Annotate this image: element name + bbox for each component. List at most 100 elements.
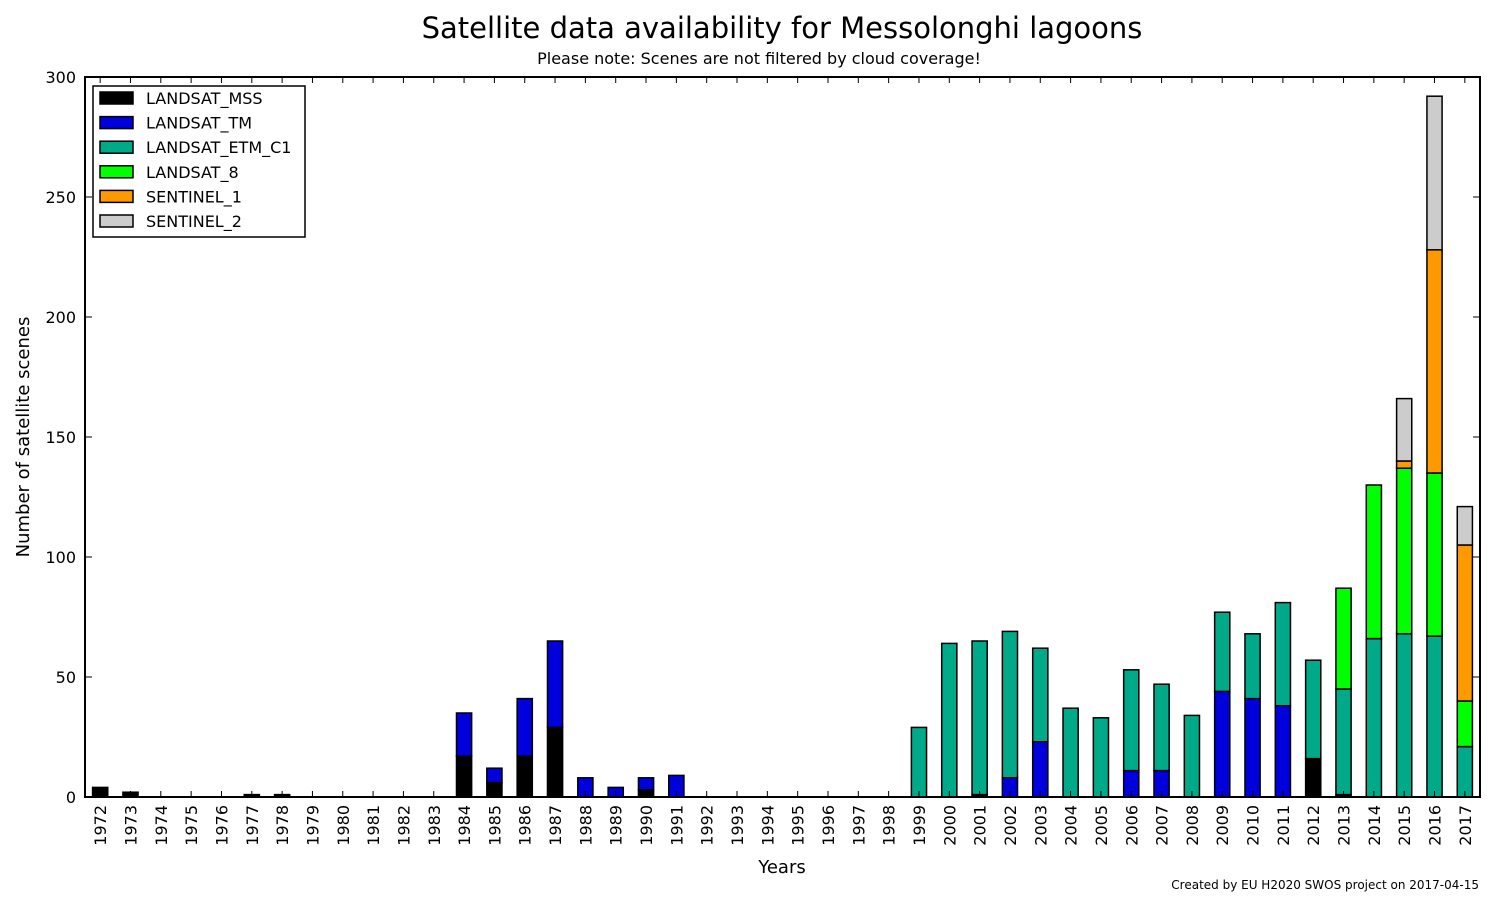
bar-landsat_etm_c1-2013	[1335, 688, 1352, 796]
bar-landsat_etm_c1-2007	[1153, 683, 1170, 772]
x-tick-label-1983: 1983	[425, 805, 444, 846]
bar-sentinel_1-2015	[1395, 460, 1413, 469]
chart-title: Satellite data availability for Messolon…	[422, 11, 1143, 45]
bar-landsat_etm_c1-2016	[1426, 635, 1443, 798]
x-tick-label-1978: 1978	[273, 805, 292, 846]
bar-landsat_tm-2011	[1274, 705, 1292, 798]
bar-sentinel_2-2016	[1426, 95, 1443, 251]
x-tick-label-2012: 2012	[1304, 805, 1323, 846]
x-tick-label-2013: 2013	[1335, 805, 1354, 846]
bar-landsat_8-2013	[1335, 587, 1352, 690]
bar-landsat_etm_c1-2015	[1395, 633, 1413, 798]
legend: LANDSAT_MSS LANDSAT_TM LANDSAT_ETM_C1 LANDS…	[92, 85, 306, 238]
x-tick-label-1997: 1997	[849, 805, 868, 846]
x-tick-label-2016: 2016	[1426, 805, 1445, 846]
legend-swatch-sentinel_2	[99, 214, 134, 228]
bar-landsat_tm-1985	[486, 767, 503, 784]
bar-landsat_etm_c1-2009	[1213, 611, 1231, 693]
y-tick-label: 0	[66, 788, 76, 807]
bar-landsat_mss-1986	[516, 755, 534, 798]
legend-label-landsat_mss: LANDSAT_MSS	[146, 89, 263, 109]
bar-landsat_etm_c1-1999	[910, 726, 928, 798]
x-tick-label-2005: 2005	[1092, 805, 1111, 846]
bar-landsat_etm_c1-2002	[1001, 630, 1019, 779]
x-tick-label-2008: 2008	[1183, 805, 1202, 846]
bar-landsat_etm_c1-2005	[1092, 717, 1110, 798]
x-tick-label-2017: 2017	[1456, 805, 1475, 846]
x-tick-label-1982: 1982	[394, 805, 413, 846]
x-tick-label-1979: 1979	[303, 805, 322, 846]
y-axis-ticks: 0 50 100 150 200 250 300	[45, 68, 1480, 807]
x-tick-label-2007: 2007	[1153, 805, 1172, 846]
x-tick-label-1996: 1996	[819, 805, 838, 846]
bar-sentinel_1-2017	[1456, 544, 1474, 702]
x-tick-label-1993: 1993	[728, 805, 747, 846]
x-tick-label-1995: 1995	[789, 805, 808, 846]
x-axis-label: Years	[757, 857, 806, 878]
x-tick-label-1999: 1999	[910, 805, 929, 846]
bar-landsat_8-2017	[1456, 700, 1474, 748]
x-tick-label-1987: 1987	[546, 805, 565, 846]
bar-sentinel_1-2016	[1426, 249, 1443, 474]
bar-landsat_tm-2010	[1244, 697, 1261, 798]
bar-landsat_etm_c1-2008	[1183, 714, 1201, 798]
bar-landsat_etm_c1-2017	[1456, 745, 1474, 798]
x-tick-label-1985: 1985	[485, 805, 504, 846]
x-tick-label-1984: 1984	[455, 805, 474, 846]
bar-landsat_tm-1984	[455, 712, 473, 757]
bar-landsat_etm_c1-2004	[1062, 707, 1079, 798]
footer-credit: Created by EU H2020 SWOS project on 2017…	[1171, 878, 1479, 892]
x-tick-label-2010: 2010	[1244, 805, 1263, 846]
bar-landsat_8-2015	[1395, 467, 1413, 635]
x-tick-label-1994: 1994	[758, 805, 777, 846]
bar-landsat_etm_c1-2006	[1122, 669, 1140, 772]
bar-landsat_etm_c1-2001	[971, 640, 988, 796]
x-tick-label-1991: 1991	[667, 805, 686, 846]
legend-swatch-landsat_8	[99, 165, 134, 179]
x-tick-label-2009: 2009	[1213, 805, 1232, 846]
x-tick-label-1998: 1998	[880, 805, 899, 846]
x-tick-label-2014: 2014	[1365, 805, 1384, 846]
legend-box	[92, 85, 306, 238]
x-tick-label-1992: 1992	[698, 805, 717, 846]
x-tick-label-1990: 1990	[637, 805, 656, 846]
legend-label-sentinel_2: SENTINEL_2	[146, 212, 242, 232]
chart-subtitle: Please note: Scenes are not filtered by …	[537, 49, 981, 68]
x-tick-label-1975: 1975	[182, 805, 201, 846]
x-tick-label-2004: 2004	[1062, 805, 1081, 846]
bar-landsat_etm_c1-2010	[1244, 633, 1261, 700]
legend-label-landsat_8: LANDSAT_8	[146, 163, 239, 183]
bar-landsat_etm_c1-2014	[1365, 637, 1383, 798]
x-tick-label-2001: 2001	[971, 805, 990, 846]
x-tick-label-1981: 1981	[364, 805, 383, 846]
plot-frame	[84, 76, 1481, 798]
bar-landsat_mss-1984	[455, 755, 473, 798]
bar-landsat_etm_c1-2012	[1304, 659, 1322, 760]
x-tick-label-2011: 2011	[1274, 805, 1293, 846]
legend-swatch-sentinel_1	[99, 189, 134, 204]
legend-label-sentinel_1: SENTINEL_1	[146, 187, 242, 207]
x-tick-label-1988: 1988	[576, 805, 595, 846]
x-tick-label-2003: 2003	[1031, 805, 1050, 846]
bar-landsat_8-2016	[1426, 472, 1443, 637]
y-tick-label: 50	[56, 668, 76, 687]
bar-sentinel_2-2017	[1456, 505, 1474, 546]
legend-label-landsat_etm_c1: LANDSAT_ETM_C1	[146, 138, 291, 158]
legend-swatch-landsat_tm	[99, 115, 134, 130]
bar-landsat_etm_c1-2011	[1274, 601, 1292, 707]
legend-label-landsat_tm: LANDSAT_TM	[146, 114, 252, 134]
x-tick-label-1972: 1972	[91, 805, 110, 846]
x-tick-label-1986: 1986	[516, 805, 535, 846]
bar-landsat_tm-2003	[1031, 741, 1049, 798]
x-tick-label-1977: 1977	[243, 805, 262, 846]
x-tick-label-1989: 1989	[607, 805, 626, 846]
bar-sentinel_2-2015	[1395, 397, 1413, 462]
y-tick-label: 100	[45, 548, 76, 567]
x-tick-label-1976: 1976	[212, 805, 231, 846]
x-tick-label-1974: 1974	[152, 805, 171, 846]
bar-landsat_8-2014	[1365, 484, 1383, 640]
legend-swatch-landsat_mss	[99, 91, 134, 105]
y-tick-label: 300	[45, 68, 76, 87]
bar-landsat_tm-1990	[637, 777, 655, 791]
legend-swatch-landsat_etm_c1	[99, 140, 134, 154]
